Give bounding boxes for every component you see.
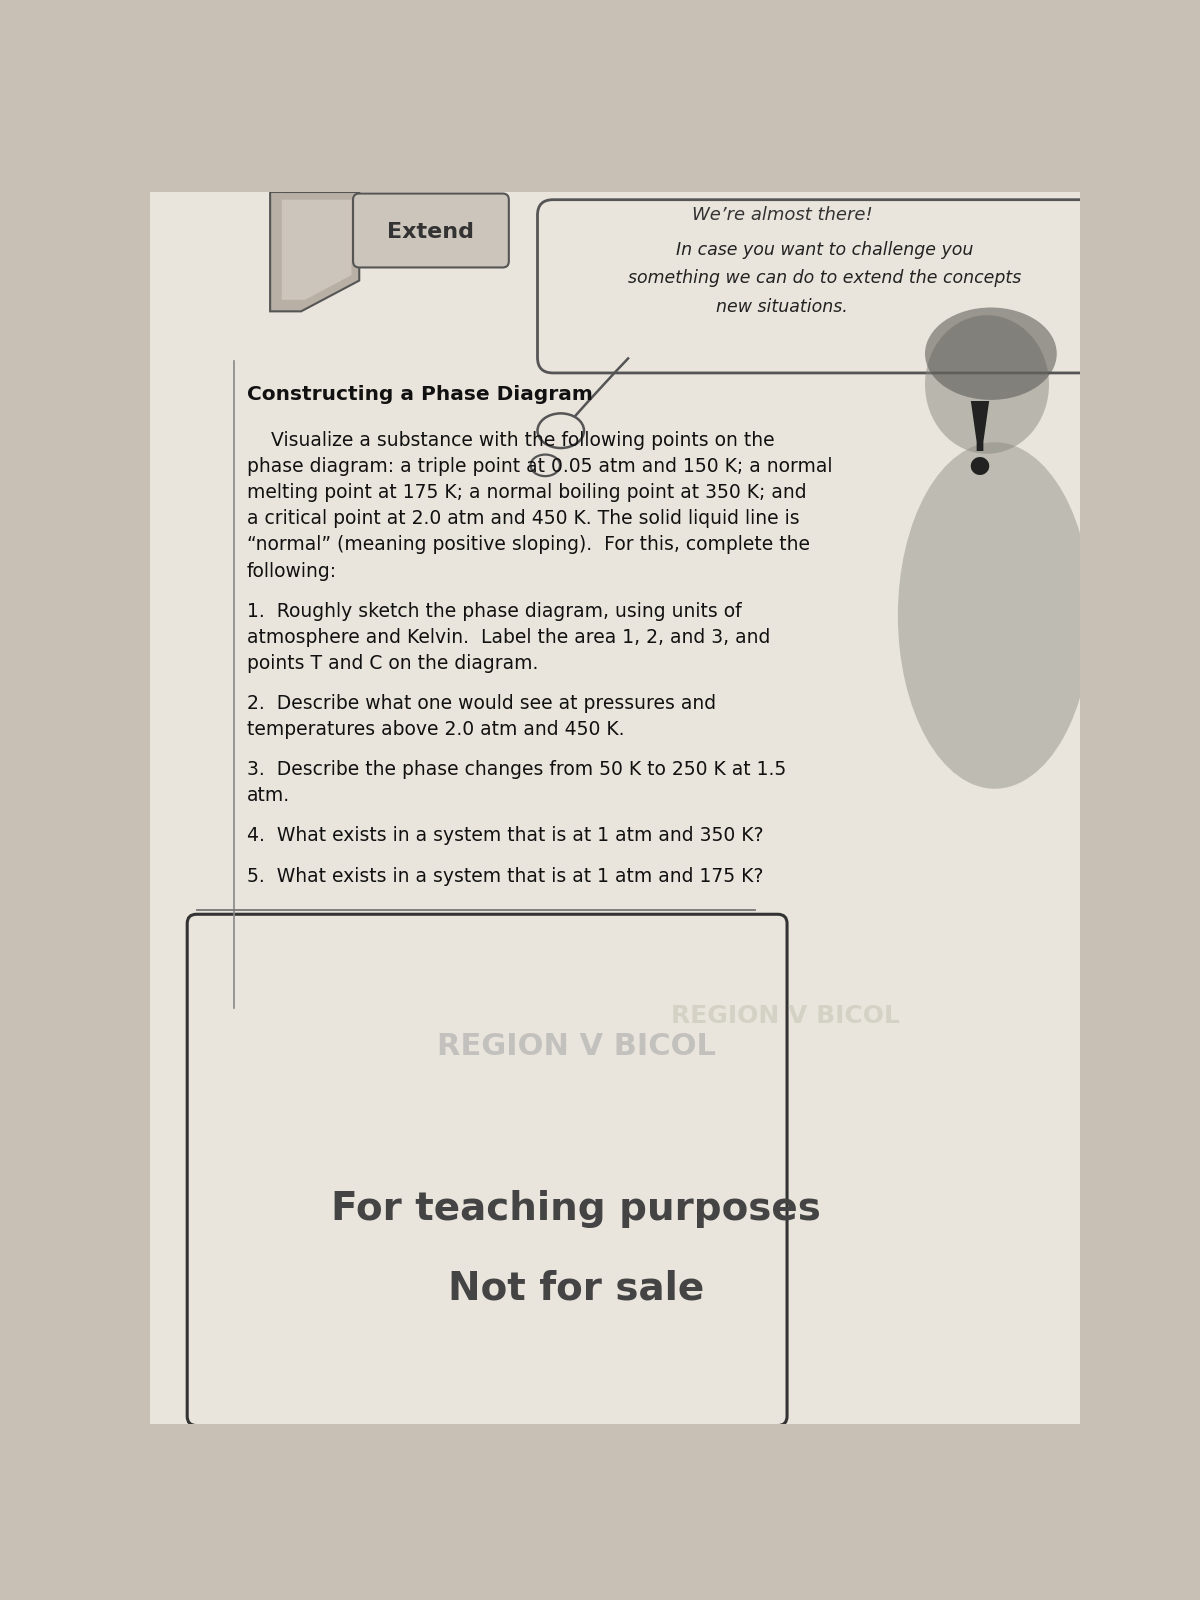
Ellipse shape [538, 413, 584, 448]
Text: something we can do to extend the concepts: something we can do to extend the concep… [628, 269, 1021, 288]
Text: new situations.: new situations. [715, 299, 847, 317]
Text: melting point at 175 K; a normal boiling point at 350 K; and: melting point at 175 K; a normal boiling… [247, 483, 806, 502]
Text: atm.: atm. [247, 787, 290, 805]
Polygon shape [282, 200, 352, 299]
Ellipse shape [530, 454, 560, 477]
Text: !: ! [958, 397, 1001, 494]
Text: We’re almost there!: We’re almost there! [692, 206, 874, 224]
Text: For teaching purposes: For teaching purposes [331, 1190, 821, 1229]
Text: Constructing a Phase Diagram: Constructing a Phase Diagram [247, 384, 593, 403]
Text: REGION V BICOL: REGION V BICOL [437, 1032, 715, 1061]
Text: temperatures above 2.0 atm and 450 K.: temperatures above 2.0 atm and 450 K. [247, 720, 624, 739]
Text: phase diagram: a triple point at 0.05 atm and 150 K; a normal: phase diagram: a triple point at 0.05 at… [247, 458, 833, 475]
Text: points T and C on the diagram.: points T and C on the diagram. [247, 654, 539, 674]
Text: Not for sale: Not for sale [448, 1269, 704, 1307]
Text: atmosphere and Kelvin.  Label the area 1, 2, and 3, and: atmosphere and Kelvin. Label the area 1,… [247, 627, 770, 646]
Text: “normal” (meaning positive sloping).  For this, complete the: “normal” (meaning positive sloping). For… [247, 536, 810, 555]
FancyBboxPatch shape [150, 192, 1080, 1424]
Text: 2.  Describe what one would see at pressures and: 2. Describe what one would see at pressu… [247, 694, 716, 714]
Text: following:: following: [247, 562, 337, 581]
FancyBboxPatch shape [353, 194, 509, 267]
Text: a critical point at 2.0 atm and 450 K. The solid liquid line is: a critical point at 2.0 atm and 450 K. T… [247, 509, 799, 528]
Polygon shape [270, 192, 359, 312]
Text: 3.  Describe the phase changes from 50 K to 250 K at 1.5: 3. Describe the phase changes from 50 K … [247, 760, 786, 779]
Ellipse shape [898, 442, 1092, 789]
FancyBboxPatch shape [538, 200, 1103, 373]
Text: Visualize a substance with the following points on the: Visualize a substance with the following… [247, 430, 774, 450]
Text: 4.  What exists in a system that is at 1 atm and 350 K?: 4. What exists in a system that is at 1 … [247, 827, 763, 845]
Ellipse shape [925, 307, 1057, 400]
Ellipse shape [925, 315, 1049, 454]
FancyBboxPatch shape [187, 914, 787, 1426]
Text: In case you want to challenge you: In case you want to challenge you [676, 240, 973, 259]
Text: REGION V BICOL: REGION V BICOL [671, 1003, 900, 1027]
Text: 1.  Roughly sketch the phase diagram, using units of: 1. Roughly sketch the phase diagram, usi… [247, 602, 742, 621]
Text: Extend: Extend [388, 222, 474, 242]
Text: 5.  What exists in a system that is at 1 atm and 175 K?: 5. What exists in a system that is at 1 … [247, 867, 763, 885]
